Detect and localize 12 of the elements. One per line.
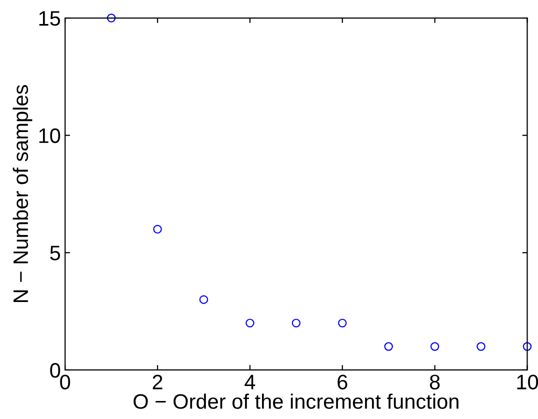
y-tick-label: 15 bbox=[39, 11, 60, 26]
y-tick-label: 5 bbox=[50, 246, 60, 260]
x-tick-label: 0 bbox=[60, 374, 70, 390]
y-tick-label: 0 bbox=[50, 362, 60, 378]
y-axis-title: N − Number of samples bbox=[12, 85, 32, 302]
y-tick-label: 10 bbox=[39, 128, 60, 144]
x-axis-title: O − Order of the increment function bbox=[134, 394, 458, 409]
x-tick-label: 8 bbox=[430, 374, 440, 390]
x-tick-label: 4 bbox=[244, 374, 256, 390]
x-tick-label: 2 bbox=[152, 374, 162, 390]
x-tick-label: 6 bbox=[338, 374, 348, 390]
x-tick-label: 10 bbox=[517, 374, 538, 390]
